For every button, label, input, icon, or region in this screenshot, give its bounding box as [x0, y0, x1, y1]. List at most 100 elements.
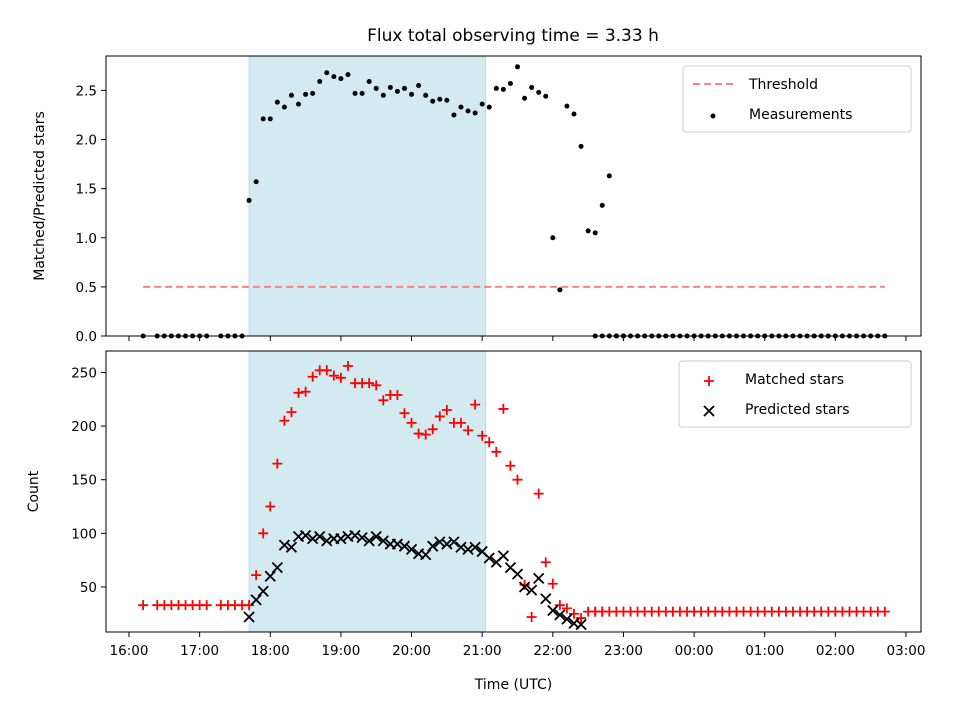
data-point — [260, 116, 266, 122]
data-point — [409, 91, 415, 97]
data-point — [469, 541, 481, 553]
top-panel: 0.0 0.5 1.0 1.5 2.0 2.5 Matched/Predicted star… — [32, 55, 922, 345]
x-tick-label: 21:00 — [463, 643, 502, 659]
y-tick-label: 0.5 — [76, 280, 97, 296]
data-point — [423, 92, 429, 98]
x-axis-label: Time (UTC) — [474, 677, 552, 693]
axes-frame — [105, 350, 922, 633]
data-point — [272, 458, 283, 469]
data-point — [554, 600, 565, 611]
data-point — [352, 90, 358, 96]
x-tick-label: 20:00 — [392, 643, 431, 659]
data-point — [493, 85, 499, 91]
legend-label: Measurements — [749, 107, 852, 123]
data-point — [533, 572, 545, 585]
data-point — [606, 173, 612, 179]
data-point — [274, 99, 280, 105]
data-point — [448, 536, 460, 548]
data-point — [554, 609, 566, 621]
data-point — [511, 568, 524, 580]
x-tick-label: 00:00 — [675, 643, 714, 659]
data-point — [522, 95, 528, 101]
data-point — [371, 380, 382, 391]
data-point — [359, 90, 365, 96]
series-matched-stars — [138, 361, 890, 624]
data-point — [342, 361, 353, 372]
data-point — [484, 437, 495, 448]
y-tick-label: 2.0 — [76, 133, 97, 149]
data-point — [285, 541, 298, 553]
x-tick-label: 18:00 — [251, 643, 290, 659]
data-point — [258, 528, 269, 539]
data-point — [314, 530, 326, 543]
data-point — [293, 387, 304, 398]
data-point — [398, 540, 411, 552]
legend-label: Matched stars — [745, 372, 844, 388]
data-point — [416, 82, 422, 88]
data-point — [307, 371, 318, 382]
data-point — [497, 550, 510, 562]
data-point — [540, 557, 551, 568]
data-point — [279, 415, 290, 426]
data-point — [366, 79, 372, 85]
data-point — [299, 529, 312, 542]
data-point — [547, 578, 558, 589]
data-point — [444, 97, 450, 103]
data-point — [483, 552, 495, 564]
data-point — [335, 372, 346, 383]
data-point — [455, 541, 467, 553]
x-tick-label: 19:00 — [321, 643, 360, 659]
data-point — [575, 618, 587, 631]
data-point — [592, 230, 598, 236]
data-point — [879, 606, 890, 617]
y-tick-label: 50 — [80, 580, 97, 596]
data-point — [378, 395, 389, 406]
x-tick-label: 03:00 — [887, 643, 926, 659]
data-point — [300, 386, 311, 397]
data-point — [585, 228, 591, 234]
data-point — [427, 424, 438, 435]
y-axis-label: Count — [26, 470, 42, 512]
x-tick-label: 16:00 — [110, 643, 149, 659]
data-point — [462, 543, 474, 556]
data-point — [324, 70, 330, 76]
data-point — [321, 535, 333, 547]
data-point — [246, 197, 252, 203]
data-point — [253, 179, 259, 185]
data-point — [243, 611, 255, 623]
data-point — [486, 104, 492, 110]
bottom-panel: 50 100 150 200 250 16:00 17:00 18:00 19:00 20:00 2… — [26, 350, 926, 693]
data-point — [377, 535, 389, 547]
data-point — [278, 539, 291, 551]
legend-box — [682, 65, 912, 133]
data-point — [472, 110, 478, 116]
y-tick-label: 150 — [71, 473, 97, 489]
data-point — [458, 104, 464, 110]
data-point — [281, 104, 287, 110]
data-point — [515, 64, 520, 70]
data-point — [491, 446, 502, 457]
legend-label: Threshold — [748, 77, 818, 93]
data-point — [569, 608, 580, 619]
data-point — [317, 79, 323, 85]
data-point — [455, 417, 466, 428]
legend-box — [678, 360, 912, 428]
data-point — [434, 411, 445, 422]
data-point — [451, 112, 457, 118]
data-point — [543, 93, 549, 99]
data-point — [338, 76, 344, 82]
data-point — [356, 531, 368, 544]
data-point — [465, 108, 471, 114]
data-point — [561, 613, 573, 625]
y-tick-label: 250 — [71, 365, 97, 381]
x-tick-label: 23:00 — [604, 643, 643, 659]
data-point — [477, 430, 488, 441]
data-point — [387, 84, 393, 90]
data-point — [399, 408, 410, 419]
data-point — [507, 81, 513, 87]
data-point — [363, 535, 375, 547]
data-point — [427, 540, 439, 552]
data-point — [479, 101, 485, 107]
series-predicted-stars — [243, 529, 587, 631]
data-point — [321, 365, 332, 376]
